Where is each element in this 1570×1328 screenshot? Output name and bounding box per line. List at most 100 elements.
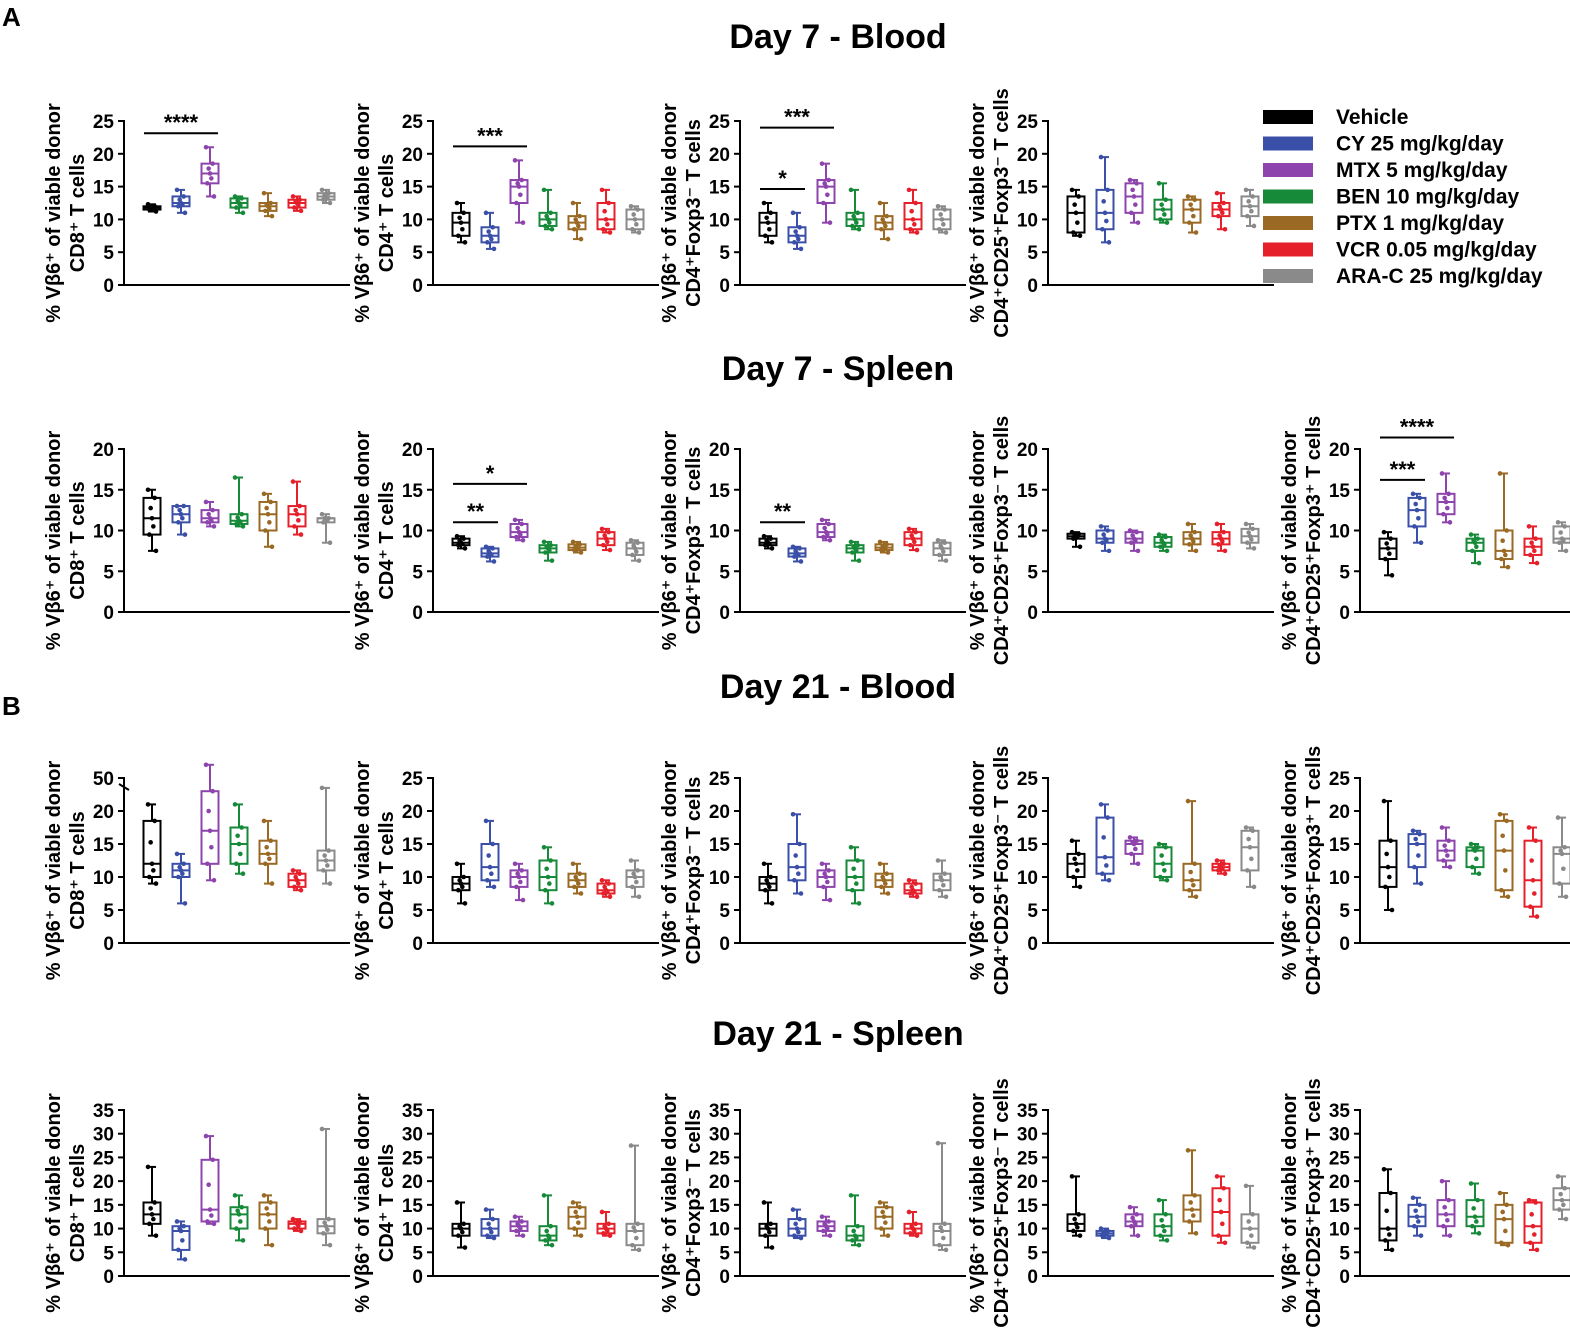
data-point bbox=[792, 878, 797, 883]
data-point bbox=[631, 212, 636, 217]
box-iqr bbox=[1066, 195, 1086, 234]
box-vehicle bbox=[1378, 529, 1398, 578]
data-point bbox=[1189, 878, 1195, 883]
data-point bbox=[1250, 828, 1255, 834]
data-point bbox=[211, 524, 217, 529]
box-plot-panel: 0 5 10 15 20 25 % Vβ6⁺ of viable donor CD8⁺ T c… bbox=[43, 103, 350, 323]
box-iqr bbox=[1240, 829, 1260, 872]
data-point bbox=[1188, 533, 1193, 538]
data-point bbox=[1246, 1219, 1251, 1224]
data-point bbox=[520, 537, 526, 543]
data-point bbox=[456, 233, 461, 239]
box-iqr bbox=[1552, 1187, 1570, 1211]
box-iqr bbox=[1494, 819, 1514, 892]
legend-swatch bbox=[1263, 136, 1313, 151]
box-iqr bbox=[816, 179, 836, 204]
data-point bbox=[322, 1220, 327, 1225]
data-point bbox=[232, 475, 238, 480]
data-point bbox=[174, 1219, 180, 1224]
box-iqr bbox=[509, 869, 529, 888]
data-point bbox=[181, 503, 186, 509]
data-point bbox=[1470, 1223, 1475, 1229]
y-axis-label-line1: % Vβ6⁺ of viable donor bbox=[1279, 761, 1301, 981]
data-point bbox=[851, 1228, 856, 1234]
box-ben bbox=[538, 187, 558, 232]
data-point bbox=[541, 187, 547, 193]
data-point bbox=[606, 1221, 611, 1227]
data-point bbox=[767, 1229, 772, 1235]
data-point bbox=[1217, 533, 1222, 538]
data-point bbox=[1445, 1217, 1450, 1223]
data-point bbox=[203, 144, 209, 150]
data-point bbox=[1388, 838, 1393, 843]
data-point bbox=[269, 1242, 275, 1248]
section-title-day21-blood: Day 21 - Blood bbox=[720, 668, 956, 706]
box-iqr bbox=[1436, 492, 1456, 516]
data-point bbox=[545, 1233, 551, 1238]
box-iqr bbox=[1153, 846, 1173, 878]
data-point bbox=[292, 1226, 297, 1231]
data-point bbox=[456, 887, 461, 893]
data-point bbox=[578, 550, 584, 555]
data-point bbox=[149, 861, 155, 867]
data-point bbox=[573, 1209, 578, 1215]
data-point bbox=[635, 1221, 640, 1227]
y-axis-label-line1: % Vβ6⁺ of viable donor bbox=[659, 761, 681, 981]
data-point bbox=[1503, 552, 1508, 558]
data-point bbox=[1562, 1185, 1567, 1191]
data-point bbox=[1250, 1212, 1255, 1217]
data-point bbox=[1191, 882, 1196, 888]
data-point bbox=[1246, 199, 1251, 204]
data-point bbox=[1468, 1181, 1474, 1186]
box-mtx bbox=[509, 158, 529, 225]
data-point bbox=[1251, 223, 1257, 229]
data-point bbox=[826, 868, 831, 873]
box-cy bbox=[171, 851, 191, 906]
box-iqr bbox=[567, 1206, 587, 1230]
data-point bbox=[1075, 1225, 1080, 1230]
y-tick-label: 10 bbox=[709, 522, 730, 543]
data-point bbox=[937, 226, 942, 232]
data-point bbox=[1526, 1197, 1532, 1203]
y-tick-label: 10 bbox=[1017, 522, 1038, 543]
data-point bbox=[240, 524, 246, 529]
box-cy bbox=[1407, 828, 1427, 886]
box-vcr bbox=[1211, 858, 1231, 876]
y-tick-label: 25 bbox=[1017, 769, 1039, 790]
box-vcr bbox=[1523, 1197, 1543, 1253]
data-point bbox=[1135, 548, 1141, 554]
data-point bbox=[761, 533, 767, 539]
box-iqr bbox=[1465, 537, 1485, 552]
data-point bbox=[544, 213, 549, 219]
data-point bbox=[879, 884, 884, 890]
data-point bbox=[206, 1182, 211, 1187]
data-point bbox=[327, 881, 333, 886]
data-point bbox=[263, 1226, 268, 1231]
box-ara-c bbox=[932, 1140, 952, 1253]
data-point bbox=[910, 217, 916, 222]
box-ben bbox=[229, 802, 249, 876]
data-point bbox=[176, 1247, 181, 1253]
data-point bbox=[628, 203, 634, 209]
data-point bbox=[293, 507, 298, 513]
data-point bbox=[1414, 841, 1420, 847]
y-axis-label-line1: % Vβ6⁺ of viable donor bbox=[43, 431, 65, 651]
data-point bbox=[1098, 1226, 1104, 1231]
data-point bbox=[1106, 878, 1112, 883]
box-vcr bbox=[287, 1216, 307, 1234]
y-axis-label-line2: CD4⁺Foxp3⁻ T cells bbox=[683, 447, 705, 635]
box-vcr bbox=[596, 1209, 616, 1238]
box-iqr bbox=[1095, 816, 1115, 875]
y-tick-label: 20 bbox=[1017, 440, 1038, 461]
data-point bbox=[234, 521, 239, 527]
data-point bbox=[570, 861, 576, 867]
data-point bbox=[205, 181, 210, 186]
data-point bbox=[790, 1207, 796, 1212]
significance-label: ** bbox=[774, 499, 792, 524]
data-point bbox=[1129, 1223, 1134, 1229]
data-point bbox=[543, 550, 548, 555]
data-point bbox=[1243, 521, 1249, 527]
data-point bbox=[543, 887, 548, 893]
data-point bbox=[543, 223, 548, 229]
y-axis-label-line2: CD8⁺ T cells bbox=[67, 1144, 89, 1262]
